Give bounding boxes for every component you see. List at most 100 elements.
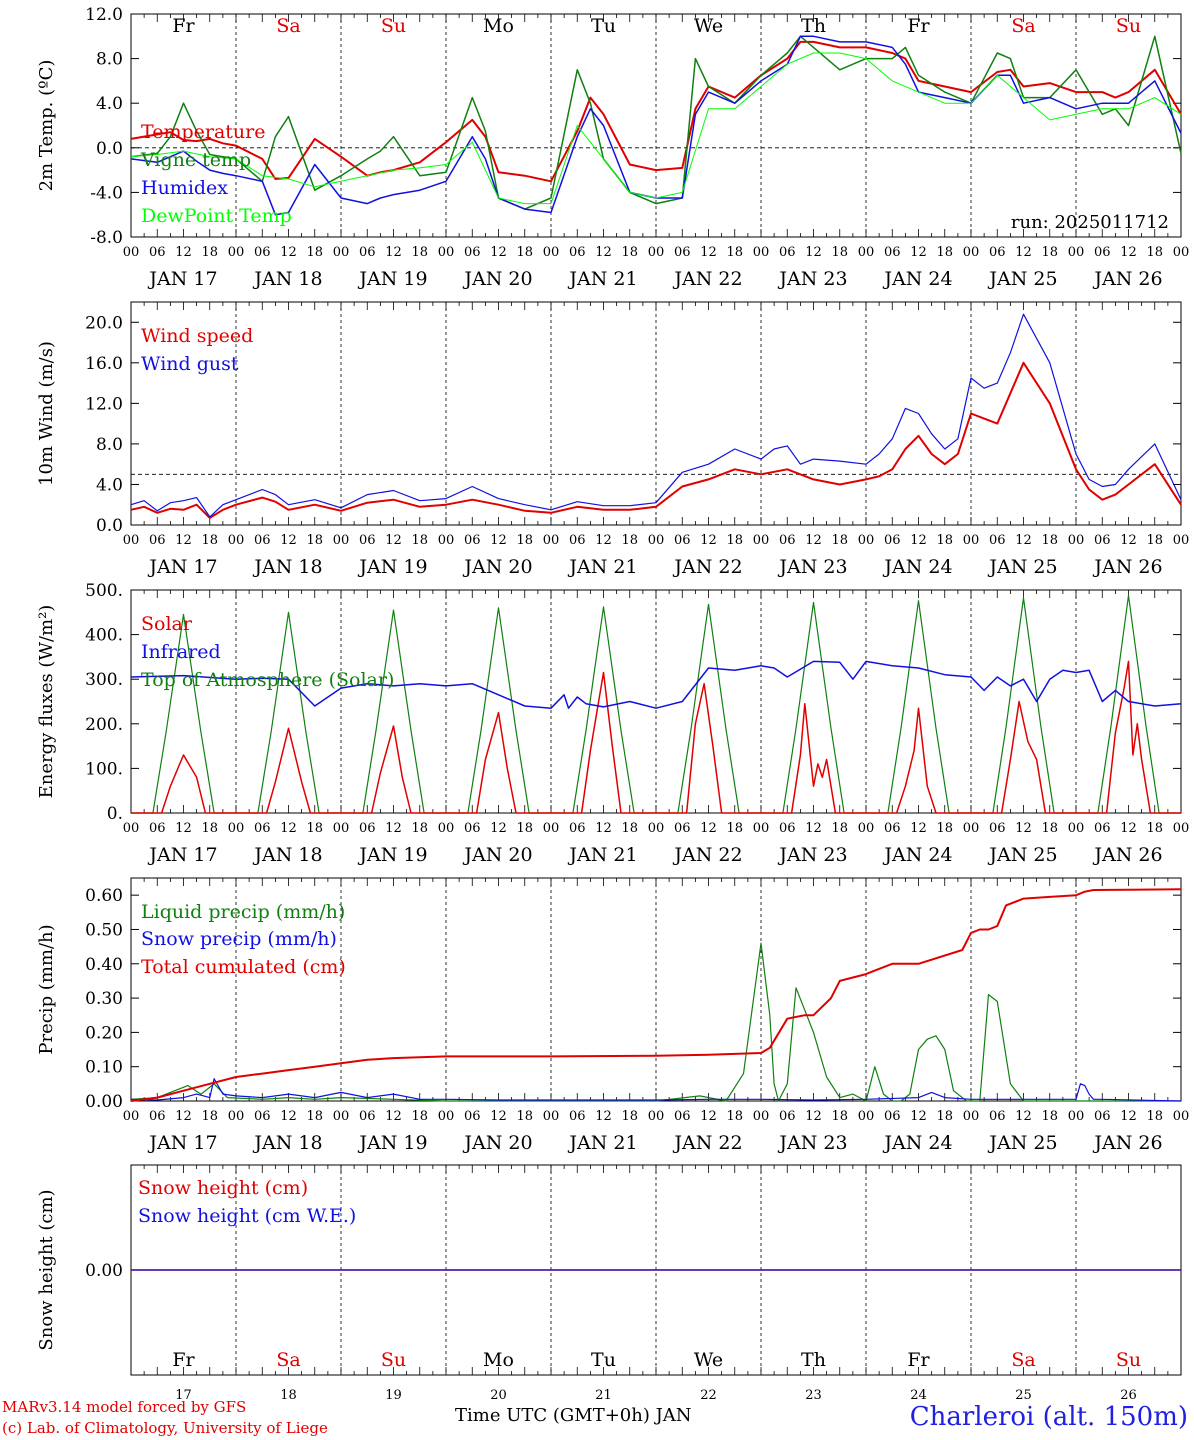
x-tick-label: 18 <box>201 245 218 260</box>
x-tick-label: 12 <box>1015 533 1032 548</box>
x-tick-label: 18 <box>306 821 323 836</box>
x-tick-label: 06 <box>149 821 166 836</box>
series-line <box>130 40 1182 183</box>
day-label: Sa <box>276 15 300 37</box>
date-number: 26 <box>1120 1388 1137 1400</box>
legend-entry: DewPoint Temp <box>141 205 292 227</box>
legend-entry: Total cumulated (cm) <box>141 956 346 978</box>
x-tick-label: 12 <box>385 1109 402 1124</box>
x-tick-label: 18 <box>726 245 743 260</box>
legend-entry: Temperature <box>141 121 265 143</box>
x-tick-label: 00 <box>123 533 140 548</box>
x-tick-label: 18 <box>1041 245 1058 260</box>
date-label: JAN 23 <box>777 268 847 290</box>
x-tick-label: 00 <box>123 245 140 260</box>
date-label: JAN 24 <box>882 556 952 578</box>
x-tick-label: 00 <box>333 821 350 836</box>
x-tick-label: 12 <box>805 821 822 836</box>
series-line <box>130 313 1182 518</box>
x-tick-label: 00 <box>543 821 560 836</box>
x-tick-label: 18 <box>411 245 428 260</box>
x-tick-label: 00 <box>1173 821 1190 836</box>
x-tick-label: 12 <box>1120 821 1137 836</box>
time-axis-label: Time UTC (GMT+0h) JAN <box>455 1405 692 1426</box>
y-tick-label: -4.0 <box>90 183 123 203</box>
x-tick-label: 06 <box>359 821 376 836</box>
date-label: JAN 19 <box>357 268 427 290</box>
x-tick-label: 18 <box>411 821 428 836</box>
x-tick-label: 00 <box>123 1109 140 1124</box>
x-tick-label: 06 <box>359 533 376 548</box>
x-tick-label: 06 <box>779 1109 796 1124</box>
date-label: JAN 25 <box>987 844 1057 866</box>
x-tick-label: 12 <box>1015 821 1032 836</box>
date-label: JAN 26 <box>1092 556 1162 578</box>
date-number: 21 <box>595 1388 612 1400</box>
day-label: Mo <box>483 15 514 37</box>
x-tick-label: 00 <box>333 1109 350 1124</box>
day-label: Fr <box>907 1349 930 1371</box>
legend-entry: Vigne temp <box>140 149 251 171</box>
x-tick-label: 06 <box>464 533 481 548</box>
date-label: JAN 25 <box>987 556 1057 578</box>
x-tick-label: 00 <box>858 533 875 548</box>
day-label: We <box>694 15 723 37</box>
x-tick-label: 12 <box>595 821 612 836</box>
y-tick-label: 16.0 <box>85 354 123 374</box>
x-tick-label: 12 <box>910 245 927 260</box>
date-label: JAN 20 <box>462 268 532 290</box>
x-tick-label: 12 <box>490 245 507 260</box>
x-tick-label: 06 <box>989 821 1006 836</box>
y-tick-label: 0.00 <box>85 1261 123 1281</box>
date-label: JAN 17 <box>147 268 217 290</box>
x-tick-label: 00 <box>438 245 455 260</box>
y-tick-label: 0.30 <box>85 989 123 1009</box>
date-label: JAN 26 <box>1092 268 1162 290</box>
day-label: Su <box>381 15 406 37</box>
x-tick-label: 18 <box>1041 821 1058 836</box>
x-tick-label: 06 <box>254 245 271 260</box>
x-tick-label: 06 <box>989 533 1006 548</box>
x-tick-label: 18 <box>1041 1109 1058 1124</box>
x-tick-label: 18 <box>1146 245 1163 260</box>
series-line <box>131 660 1181 814</box>
x-tick-label: 12 <box>1015 1109 1032 1124</box>
date-label: JAN 18 <box>252 1132 322 1154</box>
x-tick-label: 12 <box>910 1109 927 1124</box>
meteogram: 12.0 8.0 4.0 0.0 -4.0 -8.0 2m Temp. (ºC) Temper… <box>36 5 1190 1400</box>
x-tick-label: 18 <box>1146 1109 1163 1124</box>
date-label: JAN 23 <box>777 556 847 578</box>
x-tick-label: 00 <box>543 245 560 260</box>
x-tick-label: 12 <box>175 533 192 548</box>
x-tick-label: 00 <box>333 245 350 260</box>
date-label: JAN 22 <box>672 556 742 578</box>
x-tick-label: 06 <box>569 533 586 548</box>
x-tick-label: 00 <box>1068 533 1085 548</box>
x-tick-label: 00 <box>1068 1109 1085 1124</box>
x-tick-label: 18 <box>1146 533 1163 548</box>
x-tick-label: 18 <box>621 821 638 836</box>
series-line <box>130 52 1182 205</box>
x-tick-label: 12 <box>910 821 927 836</box>
series-line <box>130 888 1182 1102</box>
y-tick-label: 12.0 <box>85 394 123 414</box>
x-tick-label: 06 <box>1094 533 1111 548</box>
x-tick-label: 12 <box>385 245 402 260</box>
day-label: Tu <box>591 1349 616 1371</box>
y-tick-label: 8.0 <box>96 50 123 70</box>
y-tick-label: 0. <box>107 804 123 824</box>
x-tick-label: 06 <box>1094 821 1111 836</box>
x-tick-label: 12 <box>910 533 927 548</box>
x-tick-label: 12 <box>700 821 717 836</box>
legend-entry: Solar <box>141 613 193 635</box>
x-tick-label: 06 <box>464 1109 481 1124</box>
panel-4 <box>130 877 1182 1102</box>
x-tick-label: 00 <box>438 533 455 548</box>
x-tick-label: 06 <box>149 1109 166 1124</box>
x-tick-label: 12 <box>280 821 297 836</box>
date-label: JAN 21 <box>567 844 637 866</box>
x-tick-label: 00 <box>1068 245 1085 260</box>
x-tick-label: 18 <box>621 245 638 260</box>
x-tick-label: 06 <box>779 533 796 548</box>
station-name: Charleroi (alt. 150m) <box>909 1402 1188 1432</box>
